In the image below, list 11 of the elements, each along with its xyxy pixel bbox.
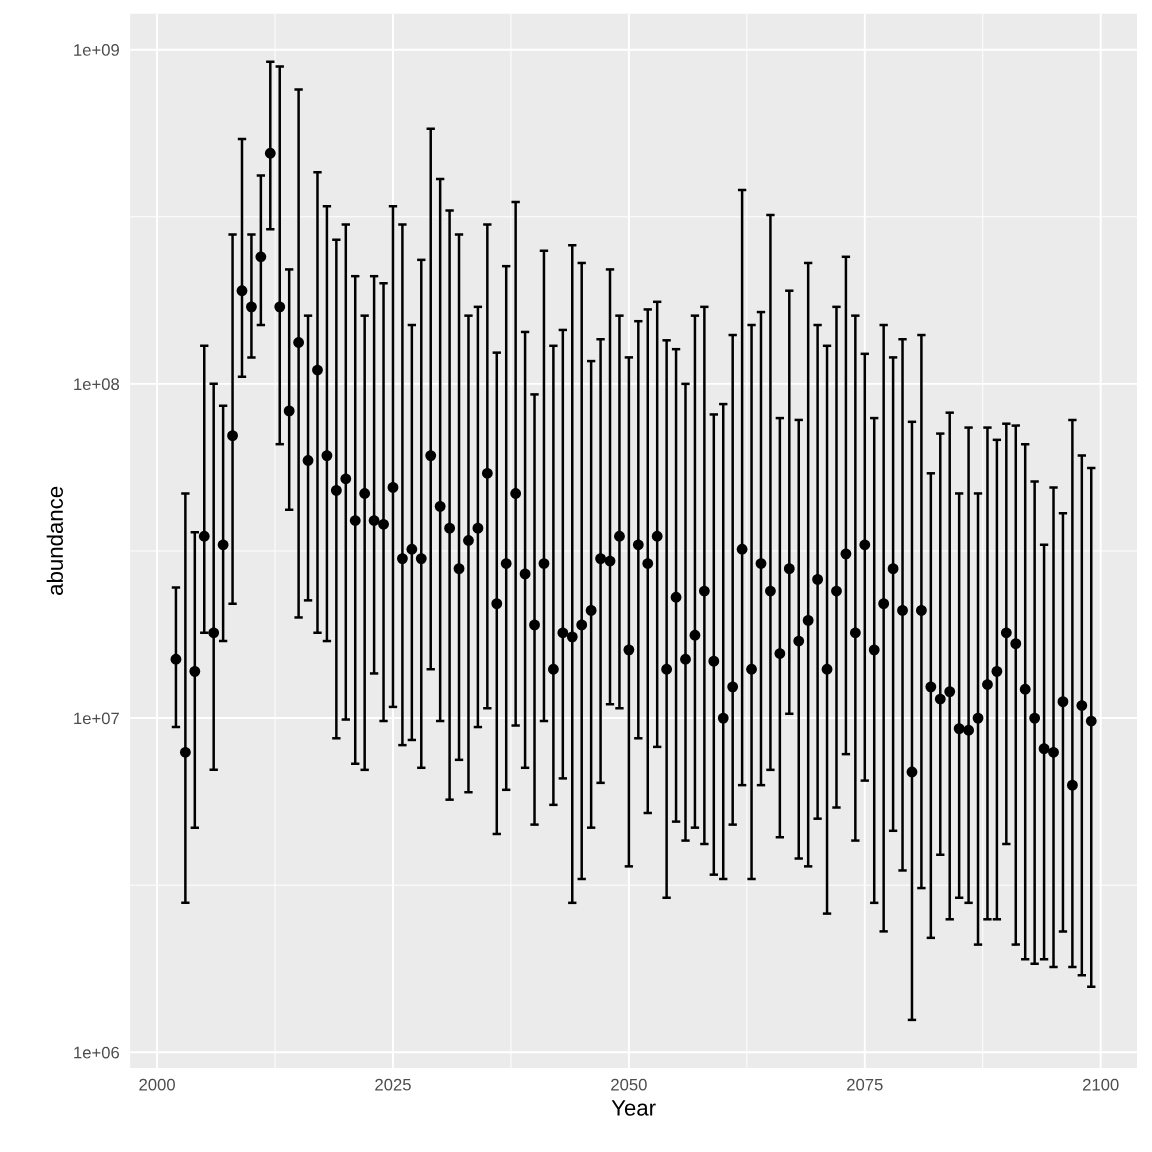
- x-tick-label: 2050: [611, 1078, 647, 1091]
- x-tick-label: 2025: [375, 1078, 411, 1091]
- x-tick-label: 2100: [1083, 1078, 1119, 1091]
- y-axis-title: abundance: [46, 486, 63, 595]
- y-tick-label: 1e+08: [74, 378, 120, 391]
- y-tick-label: 1e+09: [74, 44, 119, 56]
- x-axis-title: Year: [611, 1100, 656, 1116]
- y-tick-label: 1e+07: [74, 712, 119, 725]
- x-tick-label: 2075: [847, 1078, 883, 1091]
- y-tick-label: 1e+06: [74, 1046, 120, 1059]
- x-tick-label: 2000: [139, 1078, 175, 1091]
